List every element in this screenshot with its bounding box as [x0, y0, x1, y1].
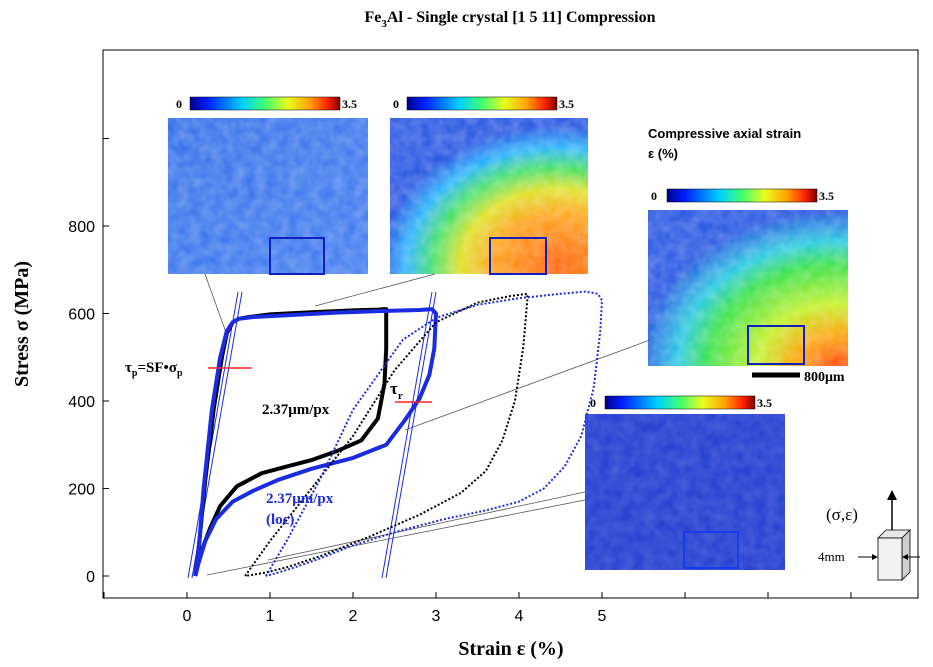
- series-line-3: [244, 292, 529, 577]
- y-tick-label: 400: [68, 394, 95, 411]
- colorbar-min: 0: [590, 396, 596, 410]
- colorbar-min: 0: [176, 97, 182, 111]
- scale-bar-label: 800μm: [804, 370, 845, 385]
- dic-map-1: [168, 118, 368, 275]
- specimen-label: (σ,ε): [826, 505, 858, 524]
- chart-title: Fe3Al - Single crystal [1 5 11] Compress…: [365, 9, 656, 30]
- specimen-diagram: (σ,ε) 4mm: [818, 490, 920, 581]
- colorbar-max: 3.5: [342, 97, 357, 111]
- connector-lines: [204, 273, 651, 576]
- dic-map-4: [585, 414, 785, 570]
- y-tick-label: 600: [68, 307, 95, 324]
- y-axis-label: Stress σ (MPa): [11, 261, 33, 387]
- series-label-blue: 2.37μm/px: [266, 491, 334, 507]
- map-legend-unit: ε (%): [648, 146, 678, 161]
- x-axis-label: Strain ε (%): [458, 638, 563, 660]
- x-tick-label: 0: [183, 608, 192, 625]
- roi-box: [269, 237, 325, 275]
- dic-map-3: [648, 210, 848, 366]
- colorbar-max: 3.5: [819, 189, 834, 203]
- series-label-blue-loc: (loc): [266, 512, 294, 528]
- tau-p-label: τp=SF•σp: [125, 360, 183, 379]
- plot-frame: [102, 49, 919, 599]
- colorbar-max: 3.5: [559, 97, 574, 111]
- colorbar-max: 3.5: [757, 396, 772, 410]
- series-layer: [193, 290, 604, 577]
- colorbar-min: 0: [651, 189, 657, 203]
- y-tick-label: 0: [86, 569, 95, 586]
- x-tick-label: 2: [349, 608, 358, 625]
- dic-map-2: [390, 118, 588, 275]
- colorbar-3: 0 3.5: [651, 188, 834, 203]
- y-tick-label: 200: [68, 482, 95, 499]
- axes: 0 1 2 3 4 5 0 200 400 600 800: [68, 138, 852, 625]
- x-tick-label: 5: [598, 608, 607, 625]
- map-legend-title: Compressive axial strain: [648, 126, 801, 141]
- colorbar-4: 0 3.5: [590, 395, 772, 410]
- x-tick-label: 1: [266, 608, 275, 625]
- tau-r-label: τr: [390, 379, 403, 402]
- specimen-size: 4mm: [818, 549, 845, 564]
- x-tick-label: 4: [515, 608, 524, 625]
- x-tick-label: 3: [432, 608, 441, 625]
- series-line-4: [265, 290, 604, 577]
- roi-box: [683, 531, 739, 569]
- colorbar-min: 0: [393, 97, 399, 111]
- roi-box: [489, 237, 547, 275]
- series-line-2: [193, 307, 438, 577]
- roi-box: [747, 325, 805, 365]
- colorbar-2: 0 3.5: [393, 96, 574, 111]
- series-label-black: 2.37μm/px: [262, 402, 330, 418]
- y-tick-label: 800: [68, 219, 95, 236]
- colorbar-1: 0 3.5: [176, 96, 357, 111]
